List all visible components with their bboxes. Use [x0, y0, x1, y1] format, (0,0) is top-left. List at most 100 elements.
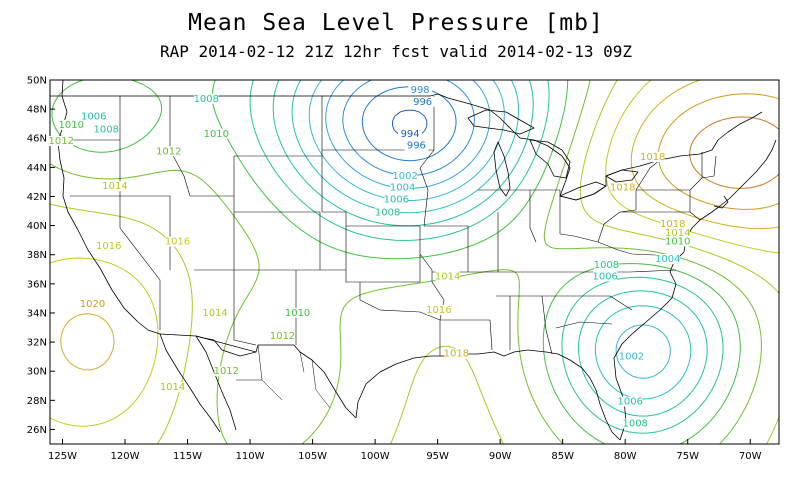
contour-label: 1006 [617, 397, 642, 408]
contour-label: 1014 [160, 382, 185, 393]
lat-tick-label: 40N [27, 221, 47, 232]
contour-label-bg [655, 254, 680, 264]
contour-label: 1018 [610, 183, 635, 194]
contour-label-bg [404, 140, 429, 151]
contour-label: 1010 [204, 129, 229, 140]
contour-label: 1018 [660, 219, 685, 230]
contour-label: 1006 [592, 271, 617, 282]
lat-tick-label: 32N [27, 338, 47, 349]
contour-label: 1014 [102, 181, 127, 192]
contour-label: 994 [401, 129, 420, 140]
contour-label: 1012 [214, 366, 239, 377]
contour-label: 1010 [665, 237, 690, 248]
contour-label: 1016 [96, 241, 121, 252]
contour-label: 1008 [94, 124, 119, 135]
contour-label-bg [384, 194, 409, 205]
lake-michigan [493, 141, 511, 197]
contour-label-bg [618, 396, 643, 407]
contour-label-bg [96, 240, 121, 251]
contour-label-bg [390, 182, 415, 193]
contour-label: 1002 [392, 171, 417, 182]
contour-label: 1008 [375, 207, 400, 218]
lat-tick-label: 44N [27, 163, 47, 174]
isobar-1012 [50, 80, 762, 444]
isobar-1020 [657, 93, 779, 210]
cape-cod [713, 195, 729, 209]
contour-label: 1012 [49, 136, 74, 147]
contour-label-bg [593, 271, 618, 282]
contour-label-bg [103, 181, 128, 192]
lon-tick-label: 85W [551, 451, 574, 462]
contour-label-bg [426, 304, 451, 315]
contour-label-bg [410, 96, 435, 107]
map-title: Mean Sea Level Pressure [mb] [188, 10, 604, 36]
lake-huron [529, 139, 571, 179]
contour-label: 996 [407, 140, 426, 151]
lake-ontario [605, 169, 639, 183]
lat-tick-label: 36N [27, 279, 47, 290]
isobar-1018 [60, 80, 779, 371]
plot-frame [49, 79, 780, 445]
lon-tick-label: 80W [614, 451, 637, 462]
lat-tick-label: 28N [27, 396, 47, 407]
contour-label-bg [81, 111, 106, 122]
lon-tick-label: 90W [489, 451, 512, 462]
contour-label-bg [444, 348, 469, 359]
lon-tick-label: 100W [361, 451, 390, 462]
coastline-west [57, 80, 161, 335]
contour-label-bg [594, 259, 619, 270]
contour-label: 1008 [594, 260, 619, 271]
contour-label: 1014 [665, 228, 690, 239]
gulf-coast [355, 349, 621, 441]
lat-tick-label: 38N [27, 250, 47, 261]
contour-label: 1016 [165, 237, 190, 248]
contour-label: 1010 [59, 120, 84, 131]
lat-tick-label: 30N [27, 367, 47, 378]
contour-label-bg [375, 207, 400, 218]
isobar-1014 [50, 80, 779, 444]
contour-label-bg [640, 152, 665, 163]
contour-labels: 9989969949961002100410061008100810061008… [49, 85, 690, 430]
great-lakes-border [519, 111, 763, 201]
contour-label: 1006 [384, 194, 409, 205]
contour-label-bg [435, 271, 460, 282]
contour-label: 996 [413, 97, 432, 108]
contour-label: 1020 [80, 299, 105, 310]
lon-tick-label: 75W [676, 451, 699, 462]
contour-label: 1004 [655, 254, 680, 265]
contour-label-bg [270, 331, 295, 342]
contour-label: 1018 [640, 152, 665, 163]
contour-label-bg [610, 182, 635, 193]
contour-label-bg [203, 307, 228, 318]
contour-label-bg [398, 128, 423, 139]
lat-tick-label: 34N [27, 308, 47, 319]
mexico-state-lines [236, 344, 331, 409]
contour-label-bg [623, 418, 648, 429]
contour-label: 998 [411, 85, 430, 96]
canada-border [50, 93, 521, 139]
lon-tick-label: 120W [111, 451, 140, 462]
lon-tick-label: 115W [173, 451, 202, 462]
lat-tick-label: 46N [27, 134, 47, 145]
contour-label-bg [660, 219, 685, 230]
baja-california [159, 333, 237, 433]
lat-tick-label: 48N [27, 105, 47, 116]
lon-tick-label: 110W [236, 451, 265, 462]
contour-label-bg [165, 236, 190, 247]
contour-label: 1014 [435, 271, 460, 282]
isobar-1022 [689, 116, 779, 189]
isobar-1008 [249, 80, 724, 434]
contour-label: 1006 [81, 111, 106, 122]
isobar-1006 [272, 80, 708, 417]
contour-label-bg [285, 307, 310, 318]
contour-label: 1004 [390, 183, 415, 194]
lake-superior [467, 109, 535, 135]
state-boundaries [66, 96, 717, 356]
map-subtitle: RAP 2014-02-12 21Z 12hr fcst valid 2014-… [159, 42, 632, 61]
contour-label-bg [49, 136, 74, 147]
contour-label: 1008 [194, 94, 219, 105]
contour-label-bg [160, 382, 185, 393]
contour-label-bg [408, 85, 433, 96]
lon-tick-label: 70W [739, 451, 762, 462]
